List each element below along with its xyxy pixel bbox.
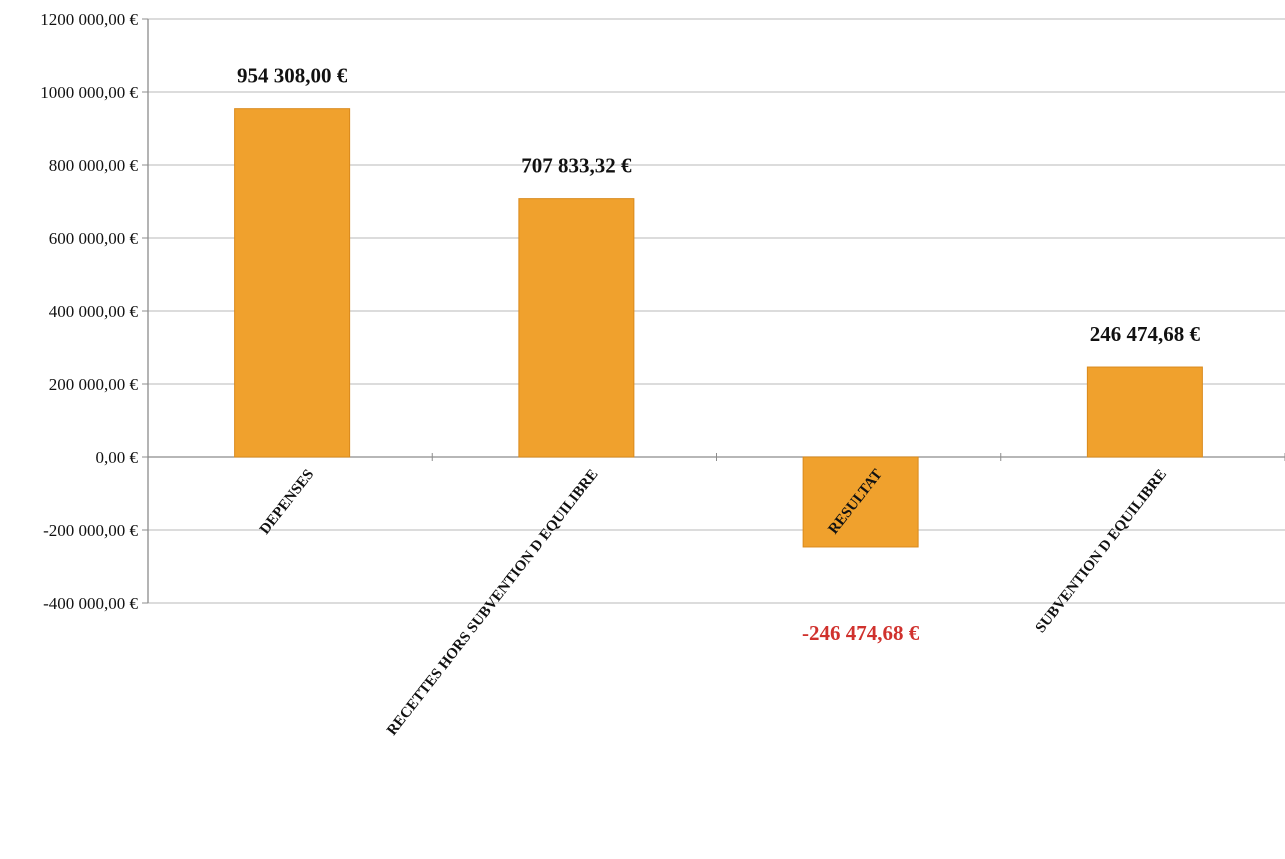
y-tick-label: -400 000,00 € xyxy=(43,594,138,613)
bar-subvention-d-equilibre xyxy=(1086,366,1203,458)
y-tick-label: -200 000,00 € xyxy=(43,521,138,540)
y-tick-label: 1200 000,00 € xyxy=(40,10,138,29)
axis-layer: 1200 000,00 € 1000 000,00 € 800 000,00 € 60… xyxy=(40,10,1285,613)
data-label: 707 833,32 € xyxy=(521,154,632,178)
data-label: 246 474,68 € xyxy=(1090,322,1201,346)
data-label: -246 474,68 € xyxy=(802,621,920,645)
y-tick-label: 0,00 € xyxy=(96,448,139,467)
y-tick-label: 800 000,00 € xyxy=(49,156,139,175)
y-tick-label: 600 000,00 € xyxy=(49,229,139,248)
y-tick-label: 1000 000,00 € xyxy=(40,83,138,102)
y-tick-label: 200 000,00 € xyxy=(49,375,139,394)
data-label: 954 308,00 € xyxy=(237,64,348,88)
x-category-label: DEPENSES xyxy=(257,467,317,538)
y-tick-label: 400 000,00 € xyxy=(49,302,139,321)
bar-recettes-hors-subvention-d-equilibre xyxy=(518,198,635,458)
x-category-label: SUBVENTION D EQUILIBRE xyxy=(1033,467,1170,636)
bar-depenses xyxy=(234,108,351,458)
bar-layer xyxy=(234,108,1203,548)
bar-resultat xyxy=(802,456,919,548)
